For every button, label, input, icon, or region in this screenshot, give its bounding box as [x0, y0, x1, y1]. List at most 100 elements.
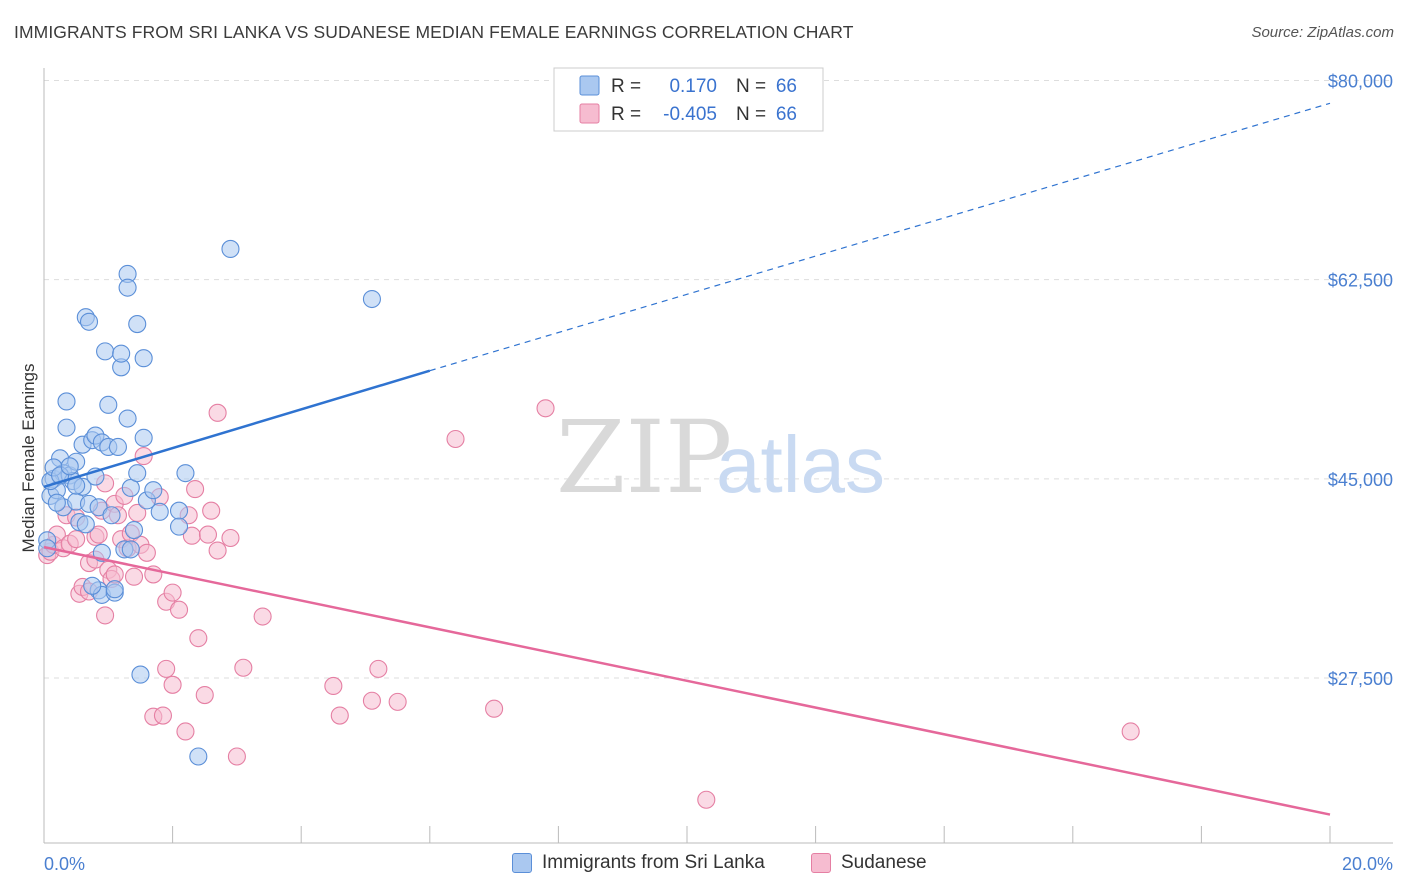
- sri-lanka-point: [76, 515, 95, 534]
- sri-lanka-point: [118, 409, 137, 428]
- legend-label-sri-lanka: Immigrants from Sri Lanka: [542, 852, 765, 873]
- sri-lanka-point: [121, 540, 140, 559]
- legend-r-value-1: 0.170: [669, 76, 717, 97]
- legend-label-sudanese: Sudanese: [841, 852, 927, 873]
- sri-lanka-point: [83, 576, 102, 595]
- sri-lanka-point: [134, 349, 153, 368]
- sudanese-point: [697, 790, 716, 809]
- sri-lanka-point: [150, 502, 169, 521]
- sudanese-point: [124, 567, 144, 586]
- legend-item-sudanese: Sudanese: [811, 852, 927, 874]
- sudanese-point: [485, 699, 504, 718]
- sri-lanka-point: [144, 481, 163, 500]
- sri-lanka-point: [124, 520, 144, 540]
- sri-lanka-point: [60, 457, 79, 476]
- legend-r-label-2: R =: [611, 104, 641, 125]
- sri-lanka-points: [38, 239, 381, 766]
- grid-lines: [44, 80, 1393, 679]
- legend-n-label-1: N =: [736, 76, 766, 97]
- source-credit: Source: ZipAtlas.com: [1251, 24, 1394, 41]
- watermark: ZIP atlas: [556, 399, 885, 516]
- x-tick-labels: 0.0% 20.0%: [44, 854, 1393, 874]
- sudanese-point: [227, 747, 246, 766]
- sudanese-point: [208, 403, 227, 422]
- sudanese-point: [186, 480, 205, 499]
- sri-lanka-point: [134, 428, 153, 447]
- sudanese-point: [202, 501, 221, 520]
- sudanese-point: [89, 525, 108, 544]
- sri-lanka-point: [105, 580, 124, 599]
- sri-lanka-point: [128, 464, 147, 483]
- legend-item-sri-lanka: Immigrants from Sri Lanka: [512, 852, 765, 874]
- y-tick-label: $27,500: [1328, 669, 1393, 689]
- sudanese-point: [234, 658, 253, 677]
- legend-n-value-1: 66: [776, 76, 797, 97]
- sudanese-point: [324, 676, 343, 696]
- sri-lanka-point: [362, 289, 381, 309]
- axes: [43, 68, 1393, 844]
- sudanese-point: [157, 659, 176, 678]
- sudanese-point: [195, 686, 214, 705]
- sudanese-point: [388, 692, 407, 711]
- sri-lanka-trend-solid: [43, 369, 431, 488]
- sri-lanka-point: [108, 437, 127, 457]
- sudanese-point: [536, 399, 555, 418]
- y-tick-label: $45,000: [1328, 470, 1393, 490]
- y-tick-labels: $27,500 $45,000 $62,500 $80,000: [1328, 72, 1393, 689]
- sudanese-point: [446, 429, 465, 449]
- sudanese-point: [198, 525, 218, 544]
- sudanese-point: [362, 691, 381, 710]
- sudanese-point: [253, 607, 272, 626]
- sudanese-point: [128, 503, 147, 523]
- sudanese-point: [1121, 722, 1140, 741]
- sudanese-point: [176, 722, 195, 741]
- sudanese-point: [208, 541, 227, 560]
- sri-lanka-point: [57, 392, 76, 411]
- series-legend: Immigrants from Sri Lanka Sudanese: [0, 852, 1406, 878]
- x-tick-label-max: 20.0%: [1342, 854, 1393, 874]
- sri-lanka-point: [102, 506, 121, 525]
- legend-n-label-2: N =: [736, 104, 766, 125]
- sudanese-point: [67, 530, 86, 549]
- sri-lanka-point: [176, 464, 195, 483]
- y-tick-label: $80,000: [1328, 72, 1393, 92]
- correlation-legend: R = 0.170 N = 66 R = -0.405 N = 66: [553, 67, 824, 132]
- sri-lanka-point: [96, 342, 115, 361]
- sri-lanka-point: [79, 312, 99, 331]
- trend-lines: [43, 102, 1331, 816]
- sudanese-point: [369, 659, 388, 678]
- legend-swatch-pink: [579, 103, 600, 124]
- sudanese-point: [189, 629, 208, 648]
- x-tick-label-min: 0.0%: [44, 854, 85, 874]
- legend-swatch-sudanese: [811, 853, 831, 873]
- sudanese-point: [137, 543, 156, 562]
- sudanese-trend: [43, 545, 1331, 816]
- sri-lanka-point: [169, 501, 189, 520]
- y-tick-label: $62,500: [1328, 271, 1393, 291]
- sri-lanka-trend-dashed: [429, 102, 1331, 372]
- watermark-atlas: atlas: [716, 420, 885, 509]
- legend-n-value-2: 66: [776, 104, 797, 125]
- sri-lanka-point: [189, 747, 208, 766]
- sudanese-point: [169, 600, 189, 619]
- legend-swatch-blue: [579, 75, 600, 96]
- legend-swatch-sri-lanka: [512, 853, 532, 873]
- sudanese-point: [153, 706, 173, 725]
- y-axis-label: Median Female Earnings: [19, 364, 38, 553]
- watermark-zip: ZIP: [556, 399, 732, 516]
- sudanese-point: [221, 528, 240, 548]
- sudanese-point: [163, 583, 182, 602]
- sri-lanka-point: [47, 493, 66, 512]
- sri-lanka-point: [118, 278, 137, 297]
- sudanese-points: [38, 399, 1140, 809]
- sri-lanka-point: [112, 344, 131, 363]
- sri-lanka-point: [99, 395, 118, 414]
- chart-title: IMMIGRANTS FROM SRI LANKA VS SUDANESE ME…: [14, 22, 854, 42]
- sudanese-point: [163, 675, 182, 694]
- sri-lanka-point: [89, 498, 108, 517]
- legend-r-value-2: -0.405: [663, 104, 717, 125]
- legend-r-label-1: R =: [611, 76, 641, 97]
- sri-lanka-point: [128, 315, 147, 334]
- sudanese-point: [330, 706, 349, 725]
